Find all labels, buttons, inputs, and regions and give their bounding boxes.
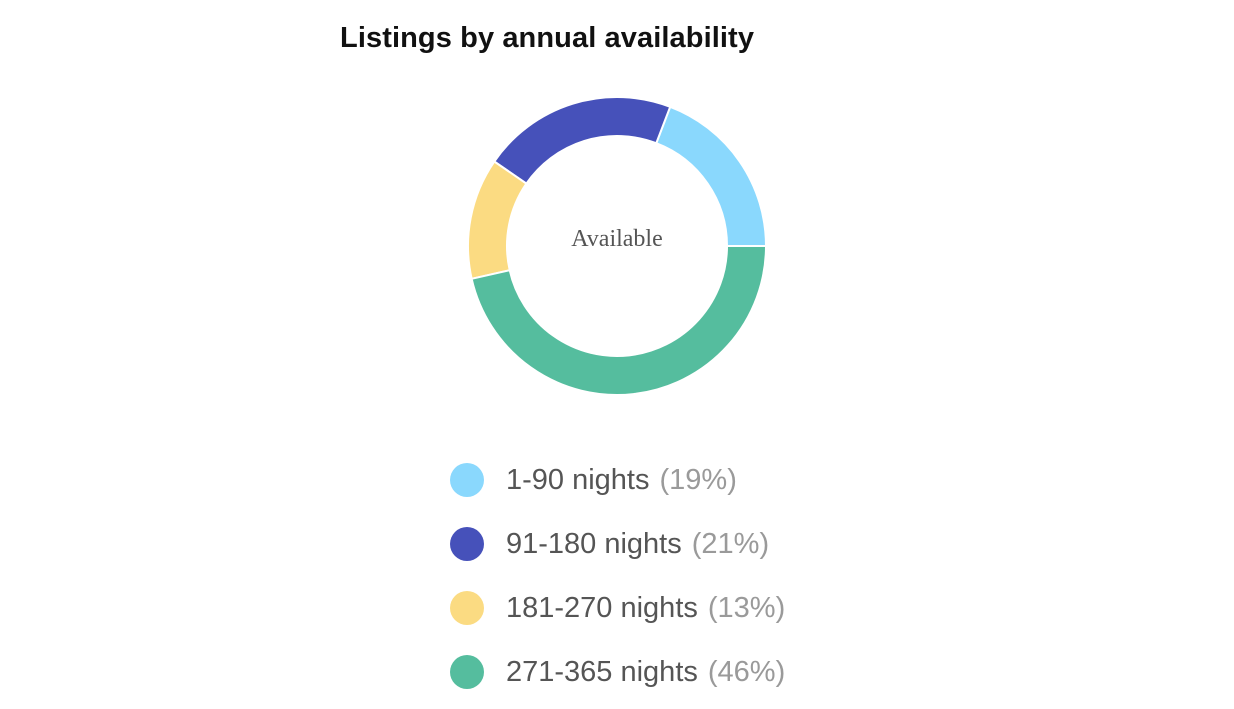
donut-slices <box>467 96 768 396</box>
legend-percent: (46%) <box>707 655 786 688</box>
legend-label: 1-90 nights <box>506 463 650 496</box>
legend-percent: (21%) <box>691 527 770 560</box>
donut-center-label: Available <box>571 226 663 252</box>
legend-swatch <box>450 655 484 689</box>
legend-swatch <box>450 591 484 625</box>
legend-label: 181-270 nights <box>506 591 698 624</box>
legend-swatch <box>450 463 484 497</box>
donut-slice-4[interactable] <box>470 245 768 396</box>
legend-item[interactable]: 271-365 nights (46%) <box>450 640 785 704</box>
chart-title: Listings by annual availability <box>340 22 755 54</box>
chart-legend: 1-90 nights (19%) 91-180 nights (21%) 181-27… <box>450 448 785 704</box>
donut-slice-3[interactable] <box>467 160 528 281</box>
legend-item[interactable]: 91-180 nights (21%) <box>450 512 785 576</box>
legend-label: 271-365 nights <box>506 655 698 688</box>
legend-item[interactable]: 181-270 nights (13%) <box>450 576 785 640</box>
legend-percent: (19%) <box>659 463 737 496</box>
legend-item[interactable]: 1-90 nights (19%) <box>450 448 785 512</box>
donut-slice-1[interactable] <box>654 105 768 247</box>
legend-swatch <box>450 527 484 561</box>
legend-percent: (13%) <box>707 591 786 624</box>
donut-slice-2[interactable] <box>492 96 672 186</box>
legend-label: 91-180 nights <box>506 527 682 560</box>
